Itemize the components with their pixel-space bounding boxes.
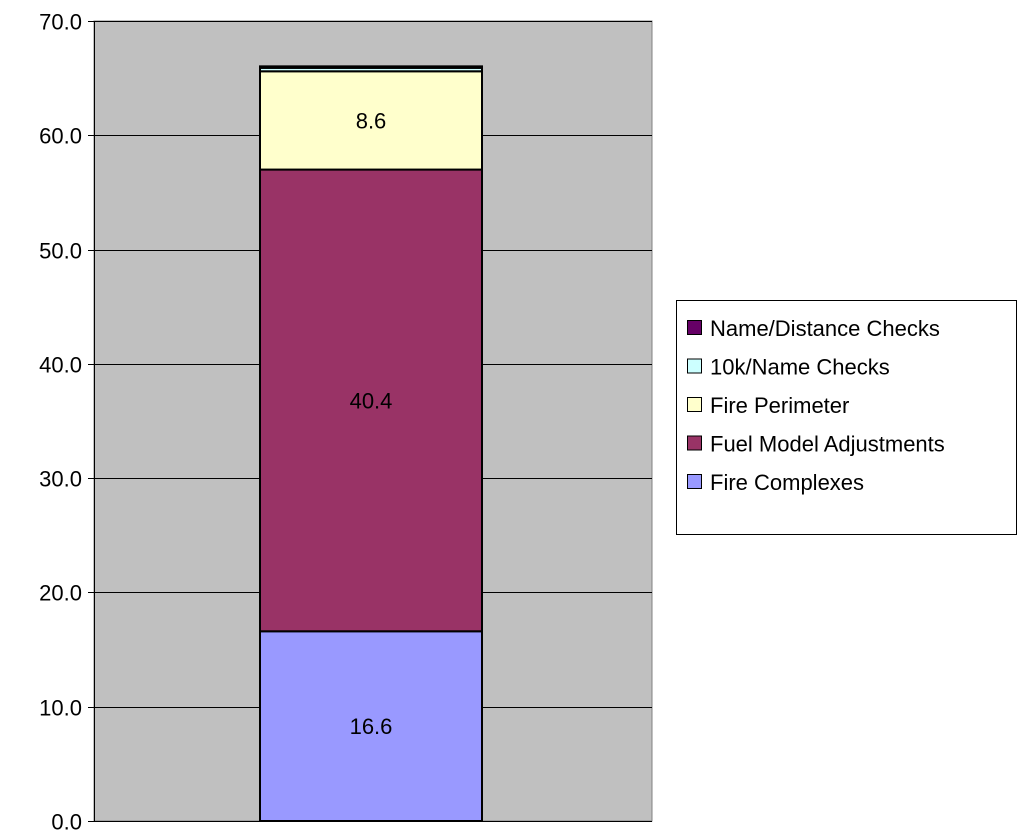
data-labels: 16.6 40.4 8.6 (350, 108, 393, 739)
legend-label-4: Name/Distance Checks (710, 316, 940, 341)
y-tick-label-6: 60.0 (39, 124, 82, 149)
legend-label-2: Fire Perimeter (710, 393, 849, 418)
y-tick-label-4: 40.0 (39, 353, 82, 378)
y-tick-label-1: 10.0 (39, 696, 82, 721)
y-tick-label-0: 0.0 (51, 810, 82, 833)
legend-swatch-4 (687, 320, 702, 335)
y-tick-label-5: 50.0 (39, 239, 82, 264)
data-label-2: 8.6 (356, 108, 387, 133)
bar-segment-fire-complexes (259, 630, 483, 822)
bar-segment-fire-perimeter (259, 70, 483, 171)
bar-stack (259, 65, 483, 822)
legend: Name/Distance Checks 10k/Name Checks Fire … (676, 300, 1017, 535)
bar-segment-fuel-model-adjustments (259, 168, 483, 633)
data-label-0: 16.6 (350, 714, 393, 739)
legend-label-0: Fire Complexes (710, 470, 864, 495)
legend-swatch-3 (687, 358, 702, 374)
legend-label-3: 10k/Name Checks (710, 355, 890, 380)
legend-label-1: Fuel Model Adjustments (710, 432, 945, 457)
y-tick-label-2: 20.0 (39, 581, 82, 606)
legend-swatch-0 (687, 474, 702, 489)
legend-swatch-1 (687, 435, 702, 451)
legend-box (676, 300, 1017, 535)
y-tick-label-7: 70.0 (39, 10, 82, 35)
y-axis-ticks: 0.0 10.0 20.0 30.0 40.0 50.0 60.0 70.0 (39, 10, 94, 833)
data-label-1: 40.4 (350, 388, 393, 413)
bar-segment-name-distance-checks (259, 65, 483, 69)
legend-swatch-2 (687, 397, 702, 412)
y-tick-label-3: 30.0 (39, 467, 82, 492)
